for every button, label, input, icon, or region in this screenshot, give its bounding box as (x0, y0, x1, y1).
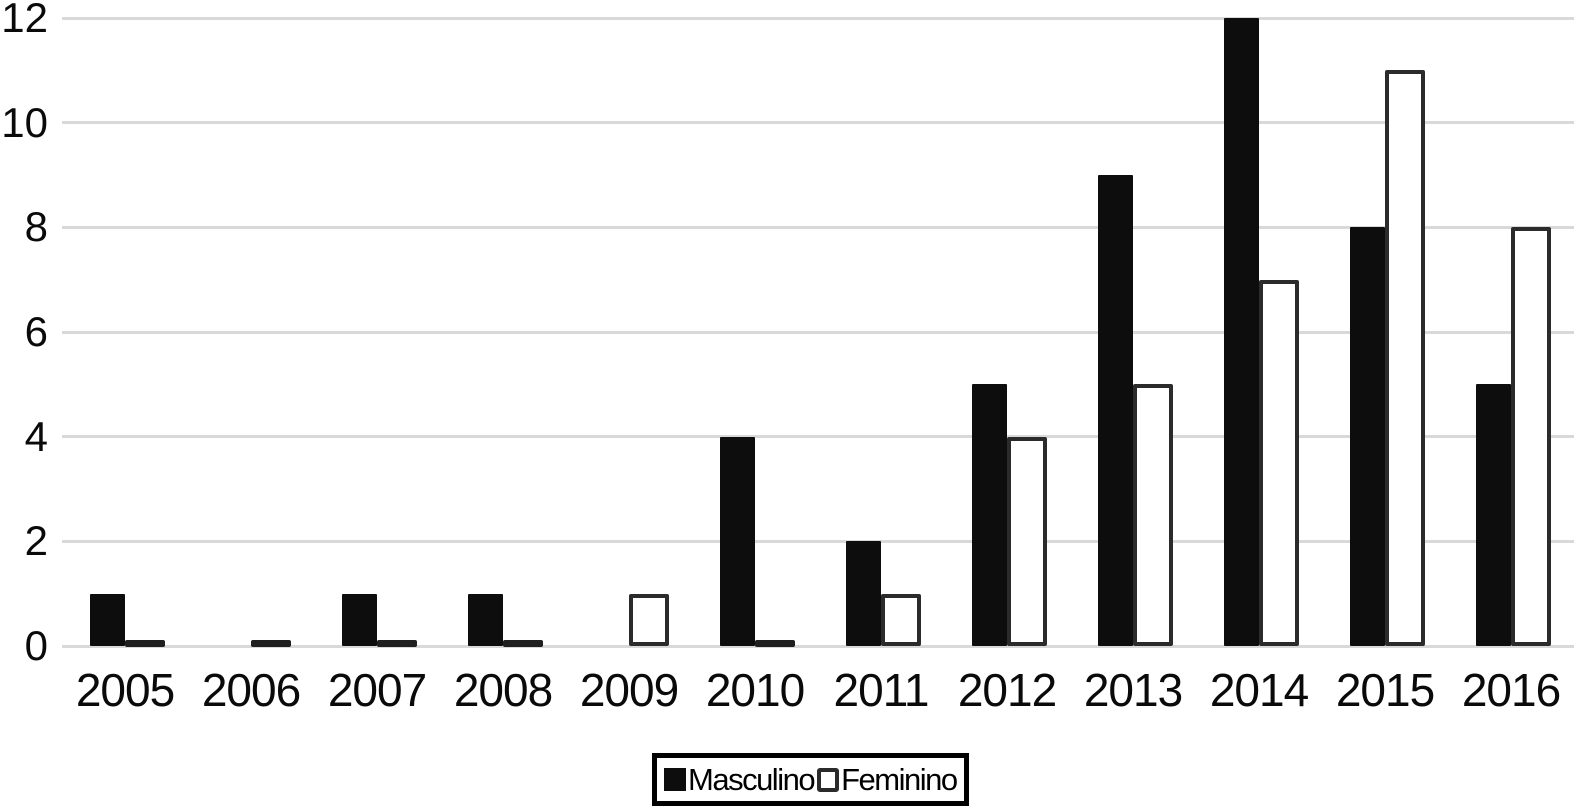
gridline-6 (62, 330, 1574, 334)
legend-label-masculino: Masculino (688, 762, 816, 797)
x-axis-label-2005: 2005 (75, 664, 175, 716)
gridline-10 (62, 121, 1574, 125)
legend-label-feminino: Feminino (841, 762, 958, 797)
bar-feminino-2014 (1259, 279, 1299, 646)
bar-masculino-2008 (468, 593, 503, 646)
gridline-2 (62, 539, 1574, 543)
bar-feminino-2012 (1007, 436, 1047, 646)
gridline-8 (62, 225, 1574, 229)
legend: Masculino Feminino (652, 753, 969, 806)
x-axis-label-2012: 2012 (957, 664, 1057, 716)
x-axis-label-2011: 2011 (833, 664, 930, 716)
gridline-4 (62, 435, 1574, 439)
gridline-12 (62, 16, 1574, 20)
y-axis-label-2: 2 (24, 517, 48, 565)
bar-feminino-2016 (1511, 227, 1551, 646)
bar-feminino-2006-zero-stub (251, 640, 291, 647)
bar-masculino-2014 (1224, 18, 1259, 646)
x-axis-label-2007: 2007 (327, 664, 427, 716)
y-axis-label-4: 4 (24, 412, 48, 460)
bar-feminino-2015 (1385, 70, 1425, 646)
bar-masculino-2013 (1098, 175, 1133, 646)
x-axis-label-2009: 2009 (579, 664, 679, 716)
bar-feminino-2008-zero-stub (503, 640, 543, 647)
bar-feminino-2011 (881, 593, 921, 646)
gridline-0 (62, 644, 1574, 648)
bar-feminino-2007-zero-stub (377, 640, 417, 647)
bar-feminino-2013 (1133, 384, 1173, 646)
x-axis-label-2008: 2008 (453, 664, 553, 716)
bar-feminino-2009 (629, 593, 669, 646)
bar-masculino-2016 (1476, 384, 1511, 646)
x-axis-label-2016: 2016 (1461, 664, 1561, 716)
bar-feminino-2010-zero-stub (755, 640, 795, 647)
bar-masculino-2007 (342, 593, 377, 646)
bar-masculino-2011 (846, 541, 881, 646)
y-axis-label-12: 12 (1, 0, 48, 41)
y-axis-label-6: 6 (24, 308, 48, 355)
bar-masculino-2015 (1350, 227, 1385, 646)
x-axis-label-2006: 2006 (201, 664, 301, 716)
x-axis-label-2013: 2013 (1083, 664, 1183, 716)
bar-masculino-2010 (720, 436, 755, 646)
y-axis-label-10: 10 (1, 98, 48, 146)
legend-swatch-feminino-icon (817, 767, 840, 792)
bar-masculino-2005 (90, 593, 125, 646)
y-axis-label-0: 0 (24, 622, 48, 669)
x-axis-label-2014: 2014 (1209, 664, 1309, 716)
legend-swatch-masculino-icon (664, 768, 686, 791)
x-axis-label-2010: 2010 (705, 664, 805, 716)
y-axis-label-8: 8 (24, 203, 48, 251)
x-axis-label-2015: 2015 (1335, 664, 1435, 716)
bar-feminino-2005-zero-stub (125, 640, 165, 647)
bar-masculino-2012 (972, 384, 1007, 646)
